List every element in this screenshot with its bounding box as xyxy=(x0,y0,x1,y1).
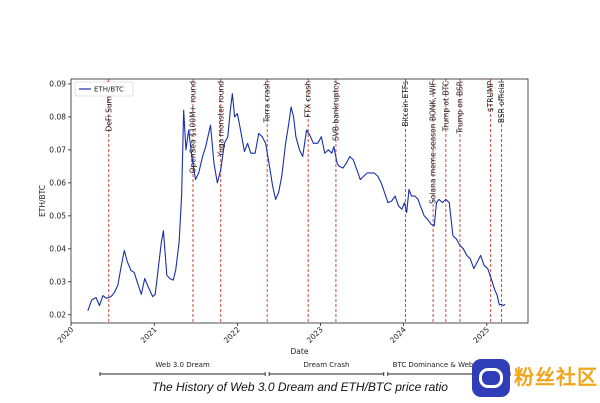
x-axis-ticks: 2020 2021 2022 2023 2024 2025 xyxy=(56,323,491,345)
y-tick-label: 0.08 xyxy=(49,113,66,122)
series-line xyxy=(87,93,506,311)
legend-box xyxy=(74,81,134,97)
plot-frame xyxy=(70,78,529,324)
event-label: BSR official xyxy=(497,81,506,123)
watermark-logo-icon xyxy=(472,359,510,397)
x-tick-label: 2023 xyxy=(305,325,325,345)
x-axis-title: Date xyxy=(291,347,309,356)
event-label: $TRUMP xyxy=(486,81,495,113)
y-tick-label: 0.03 xyxy=(49,277,66,286)
era-brackets: Web 3.0 Dream Dream Crash BTC Dominance & … xyxy=(99,361,511,376)
y-tick-label: 0.04 xyxy=(49,244,66,253)
watermark-text: 粉丝社区 xyxy=(514,365,598,389)
y-axis-ticks: 0.02 0.03 0.04 0.05 0.06 0.07 0.08 0.09 xyxy=(49,80,71,319)
event-label: Trump at BTC xyxy=(441,81,450,132)
legend-label: ETH/BTC xyxy=(94,86,124,94)
era-label: Dream Crash xyxy=(304,361,350,369)
y-axis-title: ETH/BTC xyxy=(38,185,47,217)
y-tick-label: 0.06 xyxy=(49,178,66,187)
event-label: OpenSea $100M+ round xyxy=(188,81,197,174)
event-label: SVB bankruptcy xyxy=(331,80,340,141)
watermark: 粉丝社区 xyxy=(472,357,598,401)
legend: ETH/BTC xyxy=(74,81,134,97)
x-tick-label: 2021 xyxy=(139,325,159,345)
event-label: Solana meme season BONK, WIF xyxy=(429,81,438,204)
event-label: Bitcoin ETFs xyxy=(401,81,410,127)
series-layer xyxy=(87,93,506,311)
x-tick-label: 2020 xyxy=(56,325,76,345)
event-label: FTX crash xyxy=(304,81,313,118)
event-label: Yuga monster round xyxy=(216,81,225,158)
event-labels: DeFi Summer OpenSea $100M+ round Yuga mons… xyxy=(104,80,506,204)
event-label: Trump on BSR xyxy=(455,81,464,134)
event-label: Terra crash xyxy=(263,81,272,124)
y-tick-label: 0.07 xyxy=(49,145,66,154)
event-label: DeFi Summer xyxy=(104,80,113,131)
figure-caption: The History of Web 3.0 Dream and ETH/BTC… xyxy=(152,380,448,394)
x-tick-label: 2025 xyxy=(471,325,491,345)
y-tick-label: 0.02 xyxy=(49,310,66,319)
y-tick-label: 0.09 xyxy=(49,80,66,89)
x-tick-label: 2024 xyxy=(388,325,408,345)
y-tick-label: 0.05 xyxy=(49,211,66,220)
event-lines xyxy=(108,79,503,323)
x-tick-label: 2022 xyxy=(222,325,242,345)
era-label: BTC Dominance & Web 2.0 Infra xyxy=(393,361,505,369)
era-label: Web 3.0 Dream xyxy=(155,361,210,369)
